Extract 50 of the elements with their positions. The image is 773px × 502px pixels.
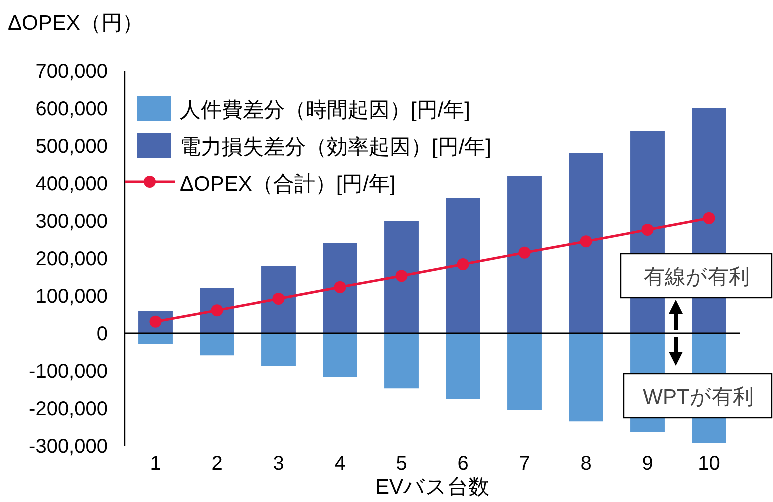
- legend-label: 電力損失差分（効率起因）[円/年]: [180, 136, 492, 159]
- x-tick-label: 9: [642, 453, 654, 475]
- point: [703, 212, 716, 224]
- bar: [508, 176, 542, 334]
- legend-label: ΔOPEX（合計）[円/年]: [180, 173, 396, 196]
- bar: [323, 244, 358, 334]
- y-tick-label: -200,000: [29, 398, 108, 420]
- point: [580, 236, 592, 248]
- annotation: 有線が有利: [644, 266, 750, 289]
- y-tick-label: -100,000: [29, 361, 108, 383]
- bar: [262, 266, 296, 334]
- y-tick-label: 400,000: [36, 174, 108, 196]
- x-tick-label: 10: [698, 453, 720, 475]
- bar: [569, 154, 604, 334]
- x-tick-label: 5: [396, 453, 408, 475]
- x-tick-label: 8: [580, 453, 592, 475]
- point: [642, 224, 654, 236]
- x-tick-label: 2: [212, 453, 223, 475]
- point: [396, 270, 408, 282]
- y-tick-label: 700,000: [36, 61, 108, 83]
- annotation: WPTが有利: [643, 386, 754, 409]
- bar: [508, 334, 542, 410]
- bar: [262, 334, 296, 366]
- point: [518, 246, 531, 259]
- bar: [384, 334, 419, 389]
- bar: [138, 334, 173, 344]
- bar: [569, 334, 604, 422]
- x-tick-label: 7: [519, 453, 530, 475]
- x-tick-label: 1: [150, 453, 162, 475]
- y-axis-title: ΔOPEX（円）: [8, 12, 144, 35]
- point: [272, 293, 285, 305]
- point: [334, 281, 346, 294]
- bar: [200, 334, 234, 356]
- x-tick-label: 6: [458, 453, 469, 475]
- y-tick-label: 0: [96, 324, 108, 346]
- y-tick-label: 500,000: [36, 136, 108, 158]
- x-axis-title: EVバス台数: [375, 476, 490, 499]
- x-tick-label: 3: [273, 453, 284, 475]
- bar: [446, 334, 480, 400]
- legend-label: 人件費差分（時間起因）[円/年]: [180, 99, 471, 122]
- x-tick-label: 4: [334, 453, 346, 475]
- bar: [446, 198, 480, 334]
- bar: [323, 334, 358, 378]
- y-tick-label: 300,000: [36, 211, 108, 233]
- y-tick-label: -300,000: [29, 436, 108, 458]
- y-tick-label: 600,000: [36, 98, 108, 120]
- y-tick-label: 100,000: [36, 286, 108, 308]
- point: [457, 258, 470, 270]
- y-tick-label: 200,000: [36, 248, 108, 270]
- bar: [384, 221, 419, 334]
